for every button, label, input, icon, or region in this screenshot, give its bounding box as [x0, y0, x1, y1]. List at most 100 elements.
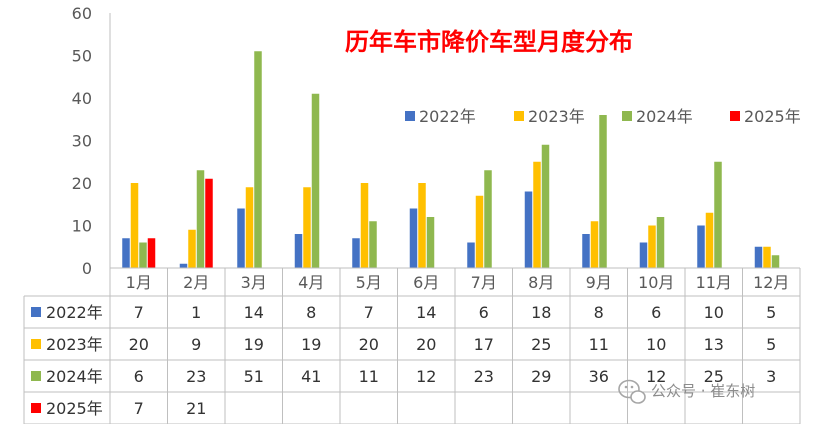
legend-label: 2024年	[636, 107, 693, 126]
bar-2023年-2月	[188, 229, 196, 268]
bar-2022年-1月	[122, 238, 130, 268]
bar-2024年-10月	[656, 217, 665, 268]
x-tick-label: 4月	[298, 273, 324, 292]
bar-2024年-6月	[426, 217, 435, 268]
y-tick-label: 60	[72, 4, 92, 23]
table-cell: 12	[416, 367, 436, 386]
bar-2023年-11月	[705, 212, 714, 268]
table-cell: 21	[186, 399, 206, 418]
bar-2025年-1月	[147, 238, 156, 268]
x-tick-label: 3月	[241, 273, 267, 292]
x-tick-label: 7月	[471, 273, 497, 292]
y-tick-label: 40	[72, 89, 92, 108]
table-legend-key	[31, 403, 41, 413]
y-tick-label: 30	[72, 132, 92, 151]
legend-label: 2022年	[419, 107, 476, 126]
bar-2022年-8月	[524, 191, 533, 268]
table-cell: 17	[474, 335, 494, 354]
table-cell: 10	[704, 303, 724, 322]
bar-2024年-12月	[771, 255, 780, 268]
bar-2024年-5月	[369, 221, 377, 268]
legend-swatch	[622, 111, 632, 121]
table-legend-key	[31, 307, 41, 317]
x-tick-label: 8月	[528, 273, 554, 292]
bar-2022年-5月	[352, 238, 360, 268]
x-tick-label: 10月	[638, 273, 674, 292]
table-cell: 13	[704, 335, 724, 354]
bars-layer	[122, 51, 780, 268]
bar-2023年-10月	[648, 225, 656, 268]
bar-2023年-4月	[303, 187, 311, 268]
legend-swatch	[405, 111, 415, 121]
bar-2023年-1月	[130, 183, 139, 268]
table-cell: 14	[244, 303, 264, 322]
y-tick-label: 20	[72, 174, 92, 193]
legend-label: 2025年	[744, 107, 801, 126]
x-tick-label: 6月	[413, 273, 439, 292]
bar-2022年-7月	[467, 242, 475, 268]
table-cell: 51	[244, 367, 264, 386]
bar-2022年-11月	[697, 225, 705, 268]
bar-2024年-1月	[139, 242, 147, 268]
table-series-label: 2022年	[46, 303, 103, 322]
bar-2024年-11月	[714, 161, 722, 268]
x-tick-label: 5月	[356, 273, 382, 292]
bar-2022年-4月	[294, 234, 303, 268]
bar-2023年-3月	[245, 187, 254, 268]
table-cell: 20	[359, 335, 379, 354]
legend-swatch	[514, 111, 524, 121]
x-tick-label: 2月	[183, 273, 209, 292]
bar-2022年-9月	[582, 234, 590, 268]
table-cell: 11	[589, 335, 609, 354]
bar-2024年-9月	[599, 115, 607, 268]
bar-2023年-12月	[763, 246, 771, 268]
table-cell: 12	[646, 367, 666, 386]
table-cell: 36	[589, 367, 609, 386]
table-cell: 19	[301, 335, 321, 354]
bar-2022年-6月	[409, 208, 418, 268]
bar-2024年-3月	[254, 51, 262, 268]
bar-2023年-9月	[590, 221, 599, 268]
table-cell: 5	[766, 335, 776, 354]
bar-2024年-4月	[311, 93, 320, 268]
watermark-text: 公众号 · 崔东树	[651, 382, 755, 400]
table-cell: 14	[416, 303, 436, 322]
x-tick-label: 12月	[753, 273, 789, 292]
y-tick-label: 10	[72, 217, 92, 236]
bar-2023年-5月	[360, 183, 369, 268]
table-cell: 23	[186, 367, 206, 386]
watermark: 公众号 · 崔东树	[618, 379, 755, 404]
table-cell: 41	[301, 367, 321, 386]
bar-2024年-2月	[196, 170, 205, 268]
table-series-label: 2024年	[46, 367, 103, 386]
y-tick-label: 50	[72, 47, 92, 66]
table-legend-key	[31, 371, 41, 381]
bar-2023年-6月	[418, 183, 426, 268]
table-cell: 11	[359, 367, 379, 386]
table-cell: 6	[651, 303, 661, 322]
table-cell: 25	[704, 367, 724, 386]
legend: 2022年 2023年 2024年 2025年	[405, 107, 801, 126]
table-cell: 1	[191, 303, 201, 322]
table-cell: 7	[134, 303, 144, 322]
table-cell: 25	[531, 335, 551, 354]
table-cell: 20	[416, 335, 436, 354]
table-cell: 6	[134, 367, 144, 386]
table-cell: 10	[646, 335, 666, 354]
legend-label: 2023年	[528, 107, 585, 126]
bar-2022年-10月	[639, 242, 648, 268]
bar-2022年-2月	[179, 263, 188, 268]
table-series-label: 2023年	[46, 335, 103, 354]
table-cell: 29	[531, 367, 551, 386]
table-cell: 19	[244, 335, 264, 354]
table-series-label: 2025年	[46, 399, 103, 418]
table-cell: 7	[364, 303, 374, 322]
bar-2024年-8月	[541, 144, 550, 268]
bar-2023年-8月	[533, 161, 541, 268]
bar-2022年-12月	[754, 246, 763, 268]
x-tick-label: 11月	[696, 273, 732, 292]
legend-swatch	[730, 111, 740, 121]
table-cell: 9	[191, 335, 201, 354]
table-cell: 7	[134, 399, 144, 418]
table-cell: 5	[766, 303, 776, 322]
